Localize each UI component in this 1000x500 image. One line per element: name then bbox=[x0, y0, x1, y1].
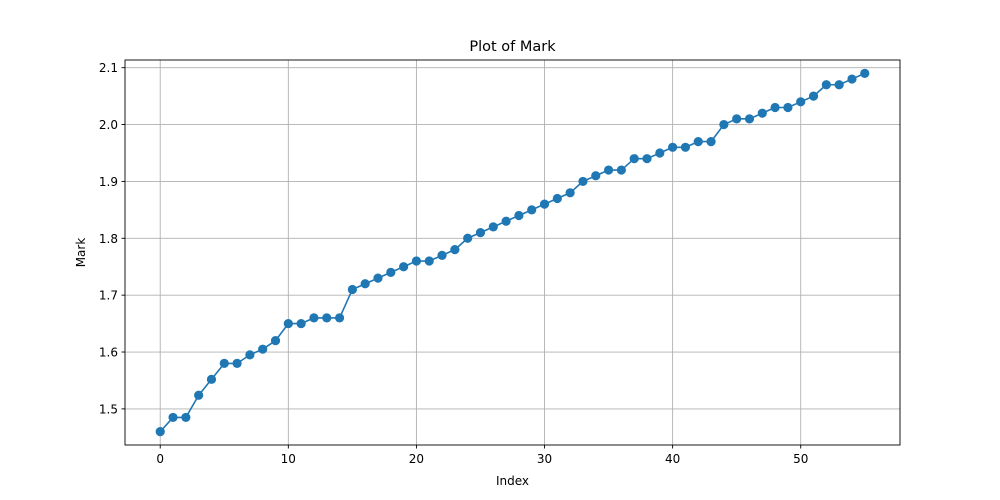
y-tick-label: 2.1 bbox=[99, 61, 118, 75]
data-point bbox=[603, 165, 614, 175]
data-point bbox=[168, 412, 178, 423]
x-tick-label: 0 bbox=[156, 452, 164, 466]
data-point bbox=[655, 148, 665, 158]
data-point bbox=[245, 350, 255, 360]
data-point bbox=[360, 279, 370, 289]
data-point bbox=[527, 205, 537, 215]
data-point bbox=[437, 250, 447, 260]
grid bbox=[125, 60, 900, 445]
data-point bbox=[232, 358, 242, 368]
data-point bbox=[706, 137, 716, 147]
x-axis-label: Index bbox=[496, 474, 529, 488]
data-point bbox=[796, 97, 806, 107]
x-tick-label: 40 bbox=[665, 452, 680, 466]
data-point bbox=[283, 318, 293, 329]
data-point bbox=[501, 216, 511, 226]
axis-ticks: 0 10 20 30 40 50 1.5 1.6 1.7 1.8 1.9 2.0 2.1 bbox=[99, 61, 808, 466]
data-point bbox=[629, 154, 639, 164]
x-tick-label: 50 bbox=[793, 452, 808, 466]
data-point bbox=[514, 210, 524, 221]
data-point bbox=[373, 273, 383, 283]
y-tick-label: 1.8 bbox=[99, 232, 118, 246]
plot-frame bbox=[124, 59, 901, 446]
data-point bbox=[834, 80, 844, 90]
data-point bbox=[475, 227, 486, 238]
y-tick-label: 1.6 bbox=[99, 346, 118, 360]
y-tick-label: 1.9 bbox=[99, 175, 118, 189]
data-point bbox=[680, 142, 691, 152]
data-point bbox=[578, 176, 588, 187]
y-tick-label: 2.0 bbox=[99, 118, 118, 132]
data-point bbox=[309, 313, 319, 323]
chart-title: Plot of Mark bbox=[469, 39, 556, 55]
series-line bbox=[159, 72, 866, 433]
data-point bbox=[424, 256, 434, 266]
data-point bbox=[450, 245, 460, 255]
data-point bbox=[744, 114, 755, 124]
data-point bbox=[552, 193, 562, 204]
data-point bbox=[296, 318, 306, 329]
data-point bbox=[258, 344, 268, 354]
y-tick-label: 1.7 bbox=[99, 289, 118, 303]
data-point bbox=[463, 233, 473, 243]
x-tick-label: 10 bbox=[281, 452, 296, 466]
x-tick-label: 20 bbox=[409, 452, 424, 466]
data-point bbox=[642, 154, 652, 164]
y-axis-label: Mark bbox=[74, 238, 88, 268]
data-point bbox=[808, 91, 819, 101]
data-point bbox=[668, 142, 678, 152]
data-point bbox=[860, 68, 870, 78]
data-point bbox=[770, 102, 780, 113]
data-point bbox=[411, 256, 422, 266]
data-point bbox=[719, 119, 729, 130]
data-point bbox=[155, 427, 165, 437]
data-point bbox=[181, 412, 191, 423]
data-point bbox=[334, 313, 345, 323]
data-point bbox=[693, 137, 703, 147]
data-point bbox=[565, 188, 575, 198]
data-point bbox=[270, 336, 281, 346]
data-point bbox=[322, 313, 332, 323]
data-point bbox=[783, 102, 793, 113]
data-point bbox=[539, 199, 550, 209]
data-point bbox=[488, 222, 498, 232]
y-tick-label: 1.5 bbox=[99, 402, 118, 416]
data-point bbox=[399, 262, 409, 272]
data-point bbox=[847, 74, 857, 84]
data-point bbox=[821, 80, 831, 90]
data-point bbox=[194, 390, 204, 400]
data-point bbox=[732, 114, 742, 124]
data-point bbox=[347, 284, 357, 295]
data-point bbox=[219, 358, 229, 368]
x-tick-label: 30 bbox=[537, 452, 552, 466]
series-mark bbox=[155, 68, 870, 437]
data-point bbox=[206, 374, 217, 384]
data-point bbox=[386, 267, 396, 278]
data-point bbox=[757, 108, 767, 118]
data-point bbox=[591, 171, 601, 181]
data-point bbox=[616, 165, 626, 175]
